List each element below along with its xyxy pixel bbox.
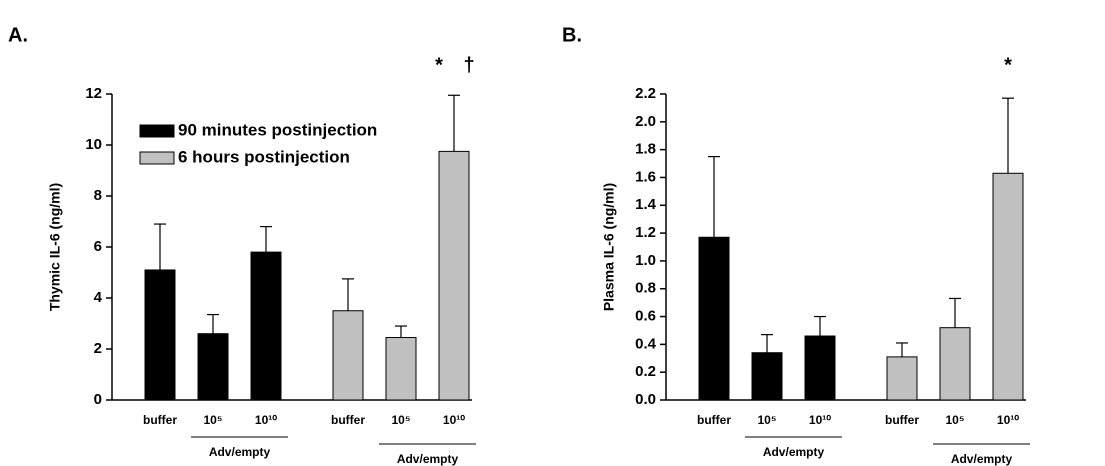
- x-tick-label: 10⁵: [204, 413, 223, 427]
- bar: [332, 310, 364, 401]
- y-tick-label: 0.4: [635, 335, 657, 352]
- y-tick-label: 2: [94, 340, 102, 357]
- x-tick-label: buffer: [697, 413, 731, 427]
- annotation: †: [463, 54, 474, 76]
- y-tick-label: 1.6: [635, 168, 656, 185]
- y-tick-label: 1.8: [635, 141, 656, 158]
- bar: [385, 337, 417, 401]
- group-label: Adv/empty: [397, 452, 459, 466]
- y-tick-label: 10: [85, 136, 102, 153]
- bar: [250, 251, 282, 401]
- x-tick-label: 10⁵: [392, 413, 411, 427]
- panel-label: B.: [562, 24, 582, 46]
- x-tick-label: 10¹⁰: [255, 413, 277, 427]
- y-axis-title: Plasma IL-6 (ng/ml): [601, 183, 617, 311]
- legend-swatch: [139, 124, 175, 138]
- y-tick-label: 4: [94, 289, 103, 306]
- y-tick-label: 0.0: [635, 391, 656, 408]
- y-tick-label: 1.4: [635, 196, 657, 213]
- x-tick-label: buffer: [885, 413, 919, 427]
- bar: [144, 269, 176, 401]
- y-tick-label: 6: [94, 238, 102, 255]
- panel-label: A.: [8, 24, 28, 46]
- x-tick-label: 10⁵: [946, 413, 965, 427]
- x-tick-label: buffer: [331, 413, 365, 427]
- bar: [438, 150, 470, 401]
- legend-label: 6 hours postinjection: [178, 147, 350, 166]
- y-tick-label: 1.2: [635, 224, 656, 241]
- x-tick-label: buffer: [143, 413, 177, 427]
- y-axis-title: Thymic IL-6 (ng/ml): [47, 183, 63, 311]
- y-tick-label: 1.0: [635, 252, 656, 269]
- x-tick-label: 10¹⁰: [809, 413, 831, 427]
- annotation: *: [435, 54, 443, 76]
- x-tick-label: 10⁵: [758, 413, 777, 427]
- bar: [804, 335, 836, 401]
- y-tick-label: 0.6: [635, 308, 656, 325]
- x-tick-label: 10¹⁰: [997, 413, 1019, 427]
- annotation: *: [1004, 54, 1012, 76]
- y-tick-label: 0: [94, 391, 102, 408]
- legend-swatch: [139, 151, 175, 165]
- bar: [992, 172, 1024, 401]
- bar: [751, 352, 783, 401]
- bar: [197, 333, 229, 401]
- y-tick-label: 0.2: [635, 363, 656, 380]
- legend-label: 90 minutes postinjection: [178, 120, 377, 139]
- y-tick-label: 8: [94, 187, 102, 204]
- y-tick-label: 2.2: [635, 85, 656, 102]
- y-tick-label: 0.8: [635, 280, 656, 297]
- x-tick-label: 10¹⁰: [443, 413, 465, 427]
- y-tick-label: 12: [85, 85, 102, 102]
- y-tick-label: 2.0: [635, 113, 656, 130]
- group-label: Adv/empty: [209, 445, 271, 459]
- group-label: Adv/empty: [763, 445, 825, 459]
- bar: [698, 236, 730, 401]
- group-label: Adv/empty: [951, 452, 1013, 466]
- bar: [886, 356, 918, 401]
- bar: [939, 327, 971, 401]
